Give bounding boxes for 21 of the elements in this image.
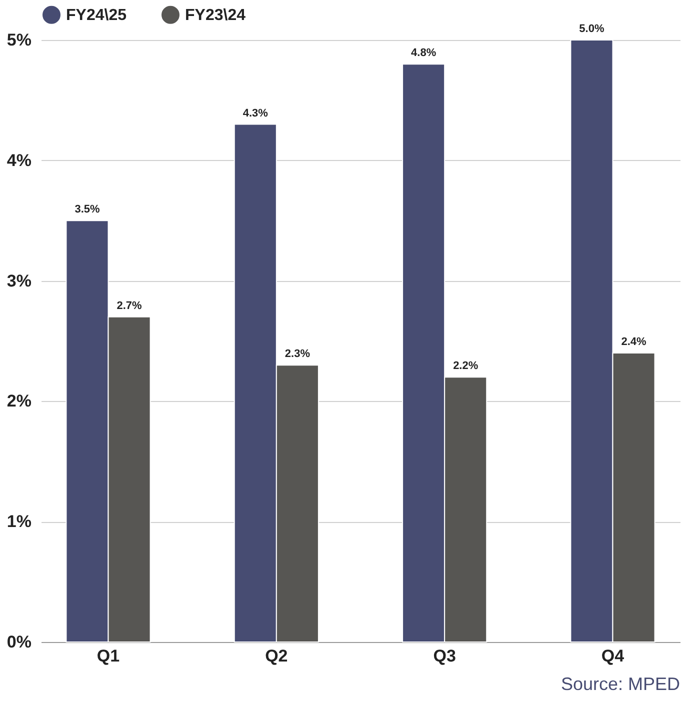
x-tick-label: Q1 — [96, 646, 120, 666]
data-label: 4.8% — [411, 47, 436, 60]
legend-label: FY24\25 — [66, 6, 127, 24]
y-tick-label: 0% — [6, 632, 32, 652]
x-tick-label: Q2 — [265, 646, 288, 666]
data-label: 2.4% — [621, 336, 647, 348]
data-label: 2.2% — [453, 360, 478, 372]
x-tick-label: Q4 — [601, 646, 625, 666]
source-note: Source: MPED — [560, 674, 680, 694]
x-tick-label: Q3 — [433, 646, 456, 666]
data-label: 2.3% — [284, 348, 310, 360]
y-tick-label: 4% — [6, 150, 32, 170]
y-tick-label: 5% — [6, 30, 32, 50]
legend-label: FY23\24 — [185, 6, 246, 24]
y-tick-label: 2% — [6, 392, 32, 411]
y-tick-label: 3% — [6, 271, 32, 290]
data-label: 4.3% — [242, 107, 268, 120]
data-label: 5.0% — [579, 23, 604, 35]
data-label: 2.7% — [116, 300, 142, 312]
y-tick-label: 1% — [6, 512, 32, 532]
data-label: 3.5% — [74, 204, 100, 216]
